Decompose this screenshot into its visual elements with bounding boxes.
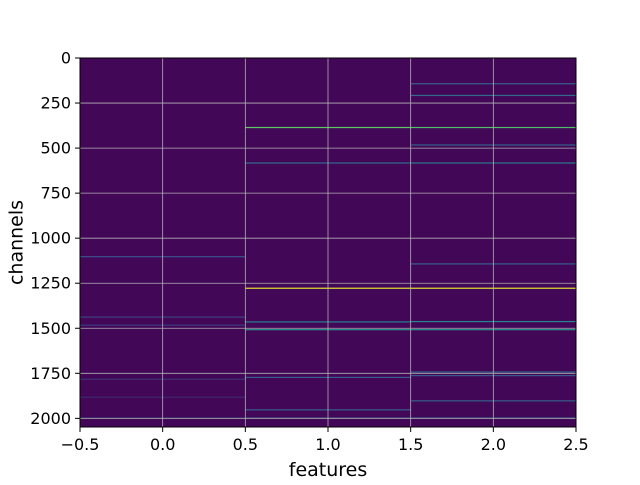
x-tick-label: 2.0 (481, 435, 506, 454)
x-tick-label: 0.5 (233, 435, 258, 454)
y-tick-label: 500 (40, 139, 71, 158)
y-tick-label: 250 (40, 94, 71, 113)
y-tick-label: 750 (40, 184, 71, 203)
y-axis-ticks: 0 250 500 750 1000 1250 1500 1750 2000 (30, 49, 80, 428)
y-tick-label: 0 (61, 49, 71, 68)
x-tick-label: 0.0 (150, 435, 175, 454)
y-axis-title: channels (6, 200, 28, 285)
x-tick-label: 1.5 (398, 435, 423, 454)
x-axis-ticks: −0.5 0.0 0.5 1.0 1.5 2.0 2.5 (61, 427, 589, 454)
y-tick-label: 1500 (30, 319, 71, 338)
y-tick-label: 2000 (30, 409, 71, 428)
y-tick-label: 1750 (30, 364, 71, 383)
y-tick-label: 1000 (30, 229, 71, 248)
x-tick-label: −0.5 (61, 435, 100, 454)
y-tick-label: 1250 (30, 274, 71, 293)
x-tick-label: 2.5 (563, 435, 588, 454)
x-tick-label: 1.0 (315, 435, 340, 454)
x-axis-title: features (289, 459, 368, 480)
